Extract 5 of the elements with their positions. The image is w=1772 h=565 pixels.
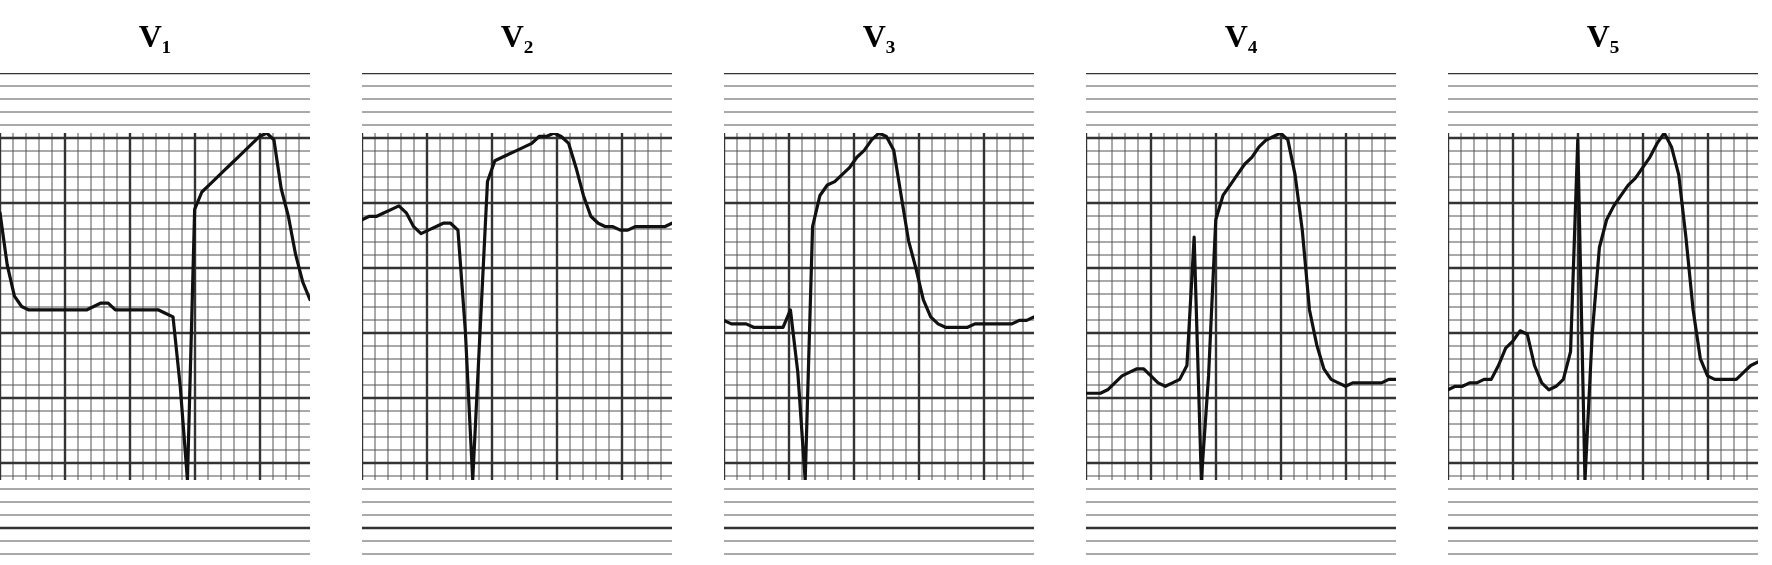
chart-title: V₄: [1224, 17, 1258, 56]
chart-title: V₃: [862, 17, 896, 56]
chart-title: V₅: [1586, 17, 1620, 56]
chart-title: V₁: [138, 17, 172, 56]
chart-title: V₂: [500, 17, 534, 56]
